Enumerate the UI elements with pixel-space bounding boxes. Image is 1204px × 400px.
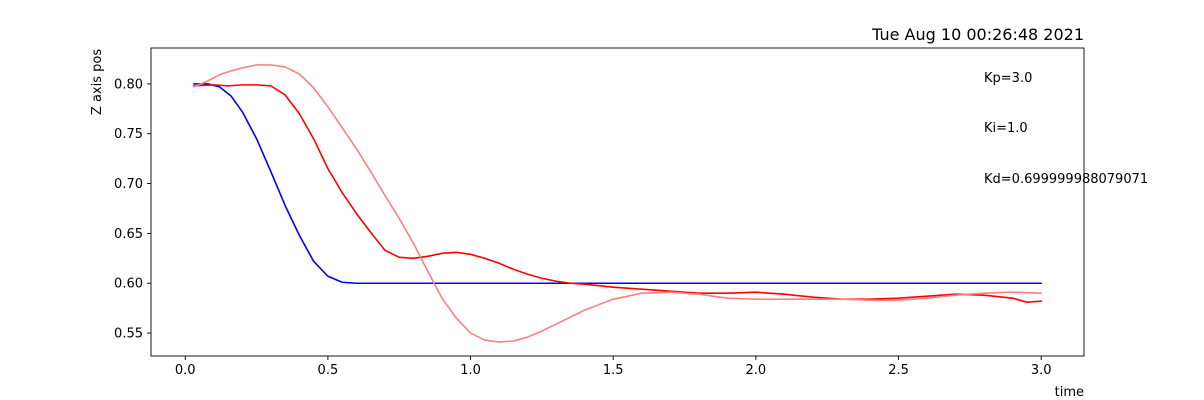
y-tick-label: 0.80 [114, 77, 143, 92]
y-tick-label: 0.75 [114, 127, 143, 142]
x-tick-label: 0.5 [318, 363, 339, 378]
x-tick-label: 3.0 [1031, 363, 1052, 378]
y-tick-label: 0.55 [114, 327, 143, 342]
x-tick-label: 1.5 [603, 363, 624, 378]
annotation-kp: Kp=3.0 [984, 71, 1032, 86]
x-axis-label: time [1055, 385, 1084, 400]
x-tick-label: 2.0 [746, 363, 767, 378]
y-tick-label: 0.65 [114, 227, 143, 242]
series-layer [193, 64, 1042, 343]
x-tick-label: 2.5 [888, 363, 909, 378]
y-tick-label: 0.60 [114, 277, 143, 292]
annotation-ki: Ki=1.0 [984, 121, 1028, 136]
x-tick-label: 0.0 [175, 363, 196, 378]
annotation-kd: Kd=0.699999988079071 [984, 172, 1148, 187]
y-tick-label: 0.70 [114, 177, 143, 192]
series-line-1 [193, 83, 1042, 285]
axes-layer: 0.0 0.5 1.0 1.5 2.0 2.5 3.0 0.55 0.60 0.65 0.70 0.7… [114, 47, 1085, 378]
plot-frame [150, 47, 1085, 357]
chart-title: Tue Aug 10 00:26:48 2021 [871, 25, 1084, 44]
y-axis-label: Z axis pos [90, 49, 105, 115]
series-line-3 [193, 64, 1042, 343]
x-tick-label: 1.0 [460, 363, 481, 378]
